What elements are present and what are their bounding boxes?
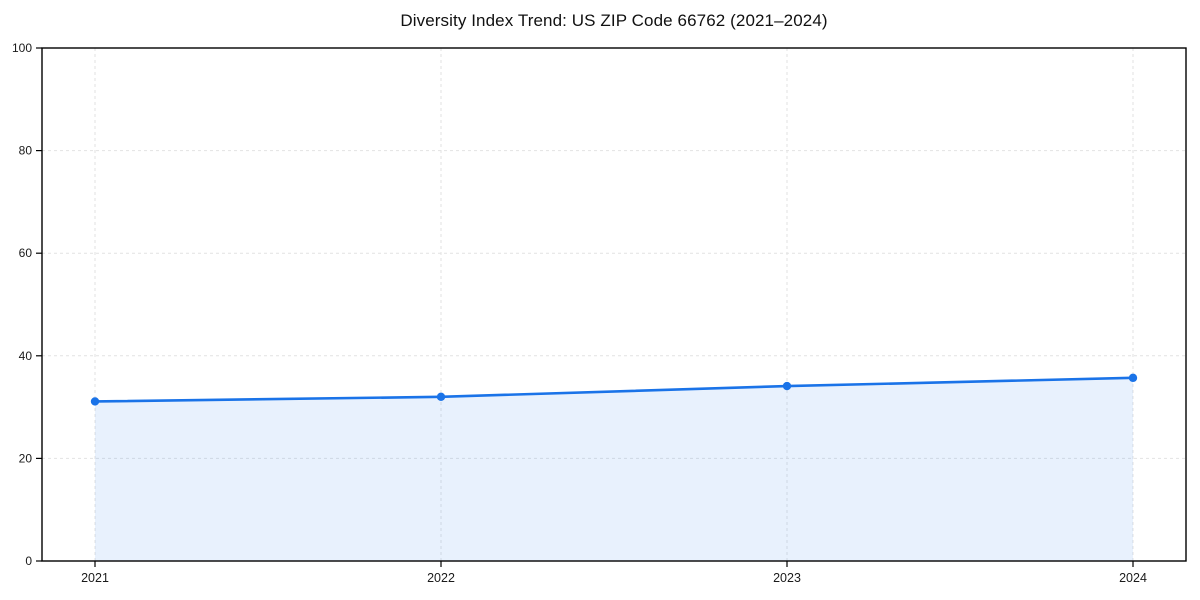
y-tick-label: 80 (19, 144, 33, 158)
x-tick-label: 2024 (1119, 571, 1147, 585)
data-point-marker (90, 397, 100, 406)
data-point-marker (1128, 373, 1138, 383)
data-point-marker (436, 392, 446, 402)
y-tick-label: 0 (25, 554, 32, 568)
y-tick-label: 100 (12, 41, 32, 55)
x-tick-label: 2021 (81, 571, 109, 585)
data-point-marker (782, 381, 792, 391)
x-tick-label: 2023 (773, 571, 801, 585)
axes-frame (41, 47, 1187, 562)
trend-line (93, 376, 1135, 403)
x-tick-label: 2022 (427, 571, 455, 585)
area-fill (95, 377, 1133, 561)
chart-title: Diversity Index Trend: US ZIP Code 66762… (400, 11, 828, 30)
y-tick-label: 20 (19, 451, 33, 465)
y-tick-label: 40 (19, 349, 33, 363)
y-tick-label: 60 (19, 246, 33, 260)
